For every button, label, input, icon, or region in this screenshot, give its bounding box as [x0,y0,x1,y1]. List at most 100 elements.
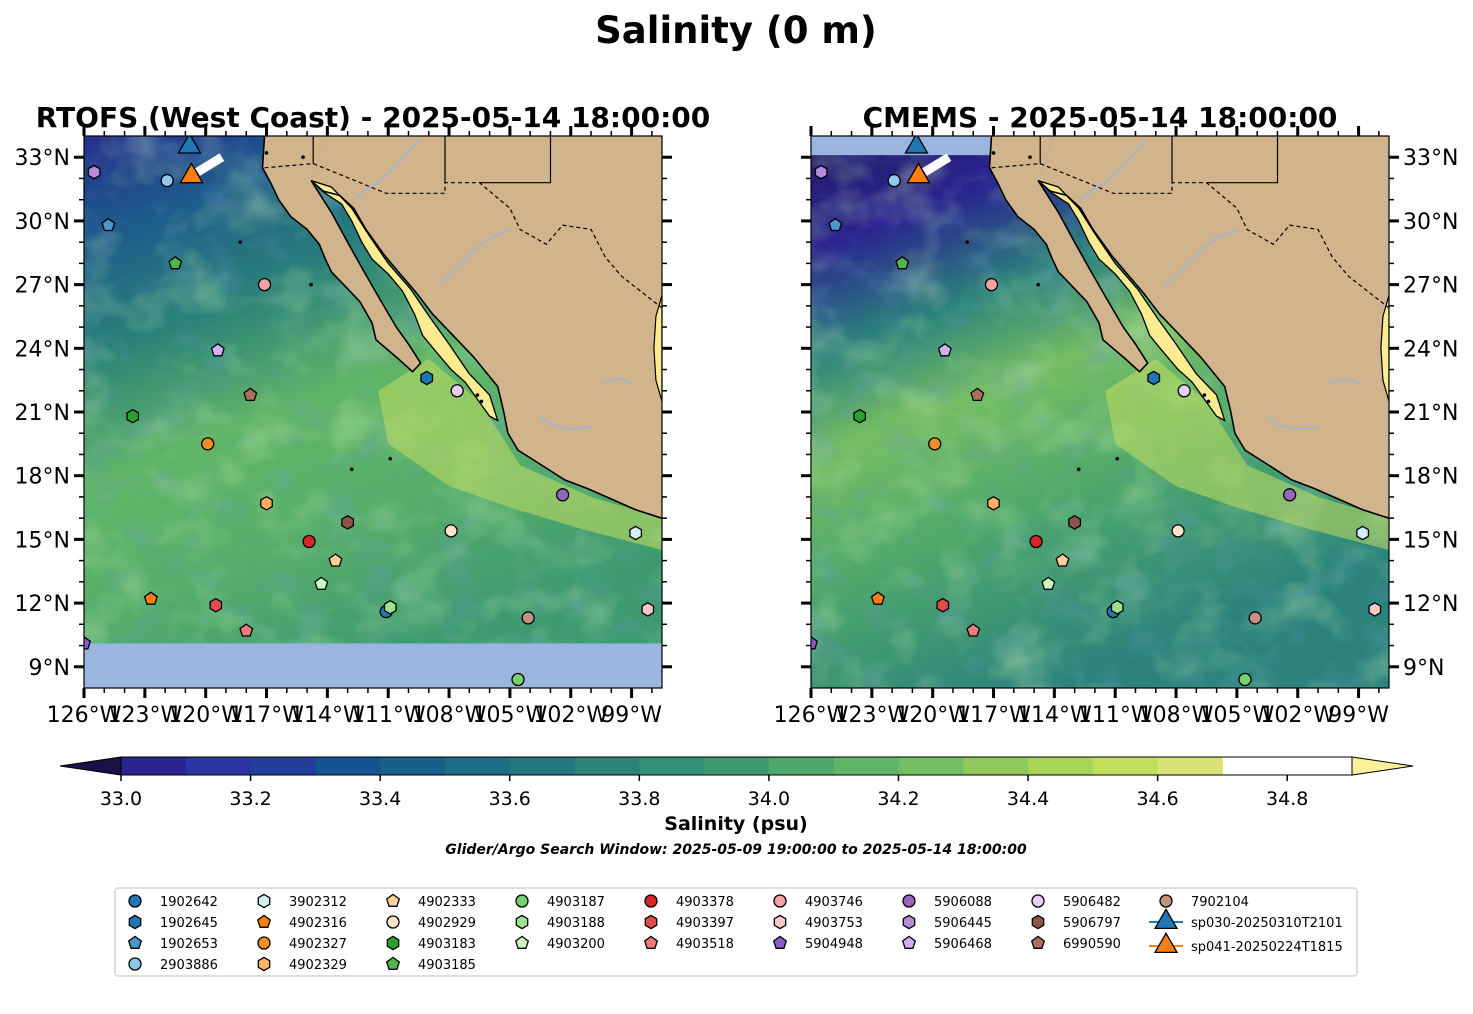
colorbar-label: Salinity (psu) [664,813,807,835]
island [264,151,269,155]
legend-label: 1902645 [160,916,218,931]
river [539,415,592,430]
legend-marker [385,893,401,907]
legend-label: 1902642 [160,895,218,910]
legend-item: 6990590 [1030,935,1121,952]
lon-tick-label: 111°W [351,703,426,728]
platform-marker-7902104 [1248,611,1262,625]
island [1202,393,1207,397]
platform-marker-5906088 [1282,488,1297,502]
panel-title: CMEMS - 2025-05-14 18:00:00 [863,101,1338,134]
legend-label: 5906468 [934,937,992,952]
legend-item: 7902104 [1159,894,1249,910]
colorbar-tick-label: 33.2 [229,788,271,810]
legend-label: 5904948 [805,937,863,952]
colorbar-over-extend [1351,756,1414,776]
legend-item: 4902929 [386,915,476,931]
island [388,456,393,461]
platform-marker-4903378 [1029,534,1043,549]
platform-marker-5906797 [1068,515,1082,530]
colorbar-bin [509,757,576,775]
legend-marker [773,914,787,930]
platform-marker-4903188 [383,599,397,615]
lat-tick-label: 30°N [15,210,70,235]
colorbar-tick-label: 34.2 [877,788,919,810]
platform-marker-7902104 [521,611,535,625]
platform-marker-6990590 [970,387,985,402]
legend-label: 4903200 [547,937,605,952]
platform-marker-sp041-20250224T1815 [906,162,931,184]
baja-peninsula [989,136,1148,372]
lat-tick-label: 9°N [1403,656,1444,681]
coastline [988,136,1389,519]
lat-tick-label: 33°N [1403,146,1458,171]
salinity-colorbar: 33.0 33.2 33.4 33.6 33.8 34.0 34.2 34.4 34.6 34.8 [59,756,1414,810]
legend-marker [901,935,917,949]
legend-marker [1031,914,1045,930]
island [475,393,480,397]
legend-item: 5906797 [1031,914,1121,931]
legend-box [114,887,1358,977]
legend-label: 3902312 [289,895,347,910]
island [238,240,242,244]
lat-tick-label: 24°N [15,337,70,362]
legend-label: 5906482 [1063,895,1121,910]
legend-label: 4902316 [289,916,347,931]
lon-tick-label: 99°W [601,703,662,728]
legend-item: 4903187 [515,894,605,910]
platform-marker-4902333 [1055,553,1070,567]
platform-marker-4903746 [984,277,999,292]
colorbar-bin [639,757,705,775]
island [301,155,305,160]
platform-marker-5906468 [937,342,952,357]
lon-tick-label: 126°W [47,703,122,728]
platform-marker-2903886 [160,173,174,188]
legend-marker [1153,931,1179,954]
platform-marker-1902653 [828,217,843,232]
legend-label: 4903518 [676,937,734,952]
mainland-mexico [1038,136,1389,519]
lat-tick-label: 9°N [29,656,70,681]
platform-legend: 1902642 1902645 1902653 2903886 3902312 49023… [114,887,1358,977]
platform-marker-4903518 [239,623,254,637]
legend-item: 4903397 [644,914,734,931]
island [965,240,969,244]
platform-marker-sp030-20250310T2101 [177,136,202,154]
lon-tick-label: 123°W [834,703,909,728]
legend-marker [515,914,529,930]
island [1036,282,1040,287]
legend-label: 4902327 [289,937,347,952]
legend-label: 4903378 [676,895,734,910]
platform-marker-1902645 [1147,370,1161,386]
gulf-of-california [310,179,499,422]
legend-label: 4902333 [418,895,476,910]
legend-label: 7902104 [1191,895,1249,910]
lon-tick-label: 102°W [533,703,608,728]
platform-marker-5904948 [84,635,92,650]
platform-marker-4902929 [1171,524,1185,538]
coastline [261,136,662,519]
platform-marker-1902645 [420,370,434,386]
legend-label: 5906088 [934,895,992,910]
island [1206,399,1211,404]
platform-marker-5906468 [210,342,225,357]
lat-tick-label: 27°N [15,274,70,299]
lat-tick-label: 21°N [1403,401,1458,426]
legend-item: 2903886 [128,957,218,973]
legend-item: 4902329 [257,956,347,973]
legend-item: 5906445 [902,914,992,931]
platform-marker-4903200 [314,576,329,590]
legend-item: 4903185 [385,956,476,973]
legend-marker [128,957,142,971]
legend-item: sp030-20250310T2101 [1149,907,1343,931]
legend-marker [1153,907,1179,930]
legend-label: 5906797 [1063,916,1121,931]
legend-label: 4903753 [805,916,863,931]
legend-item: 5904948 [772,935,863,952]
legend-item: 4902333 [385,893,476,910]
legend-marker [386,935,400,951]
legend-marker [902,914,916,930]
legend-label: 4903746 [805,895,863,910]
legend-item: 1902645 [128,914,218,931]
legend-marker [385,956,401,970]
